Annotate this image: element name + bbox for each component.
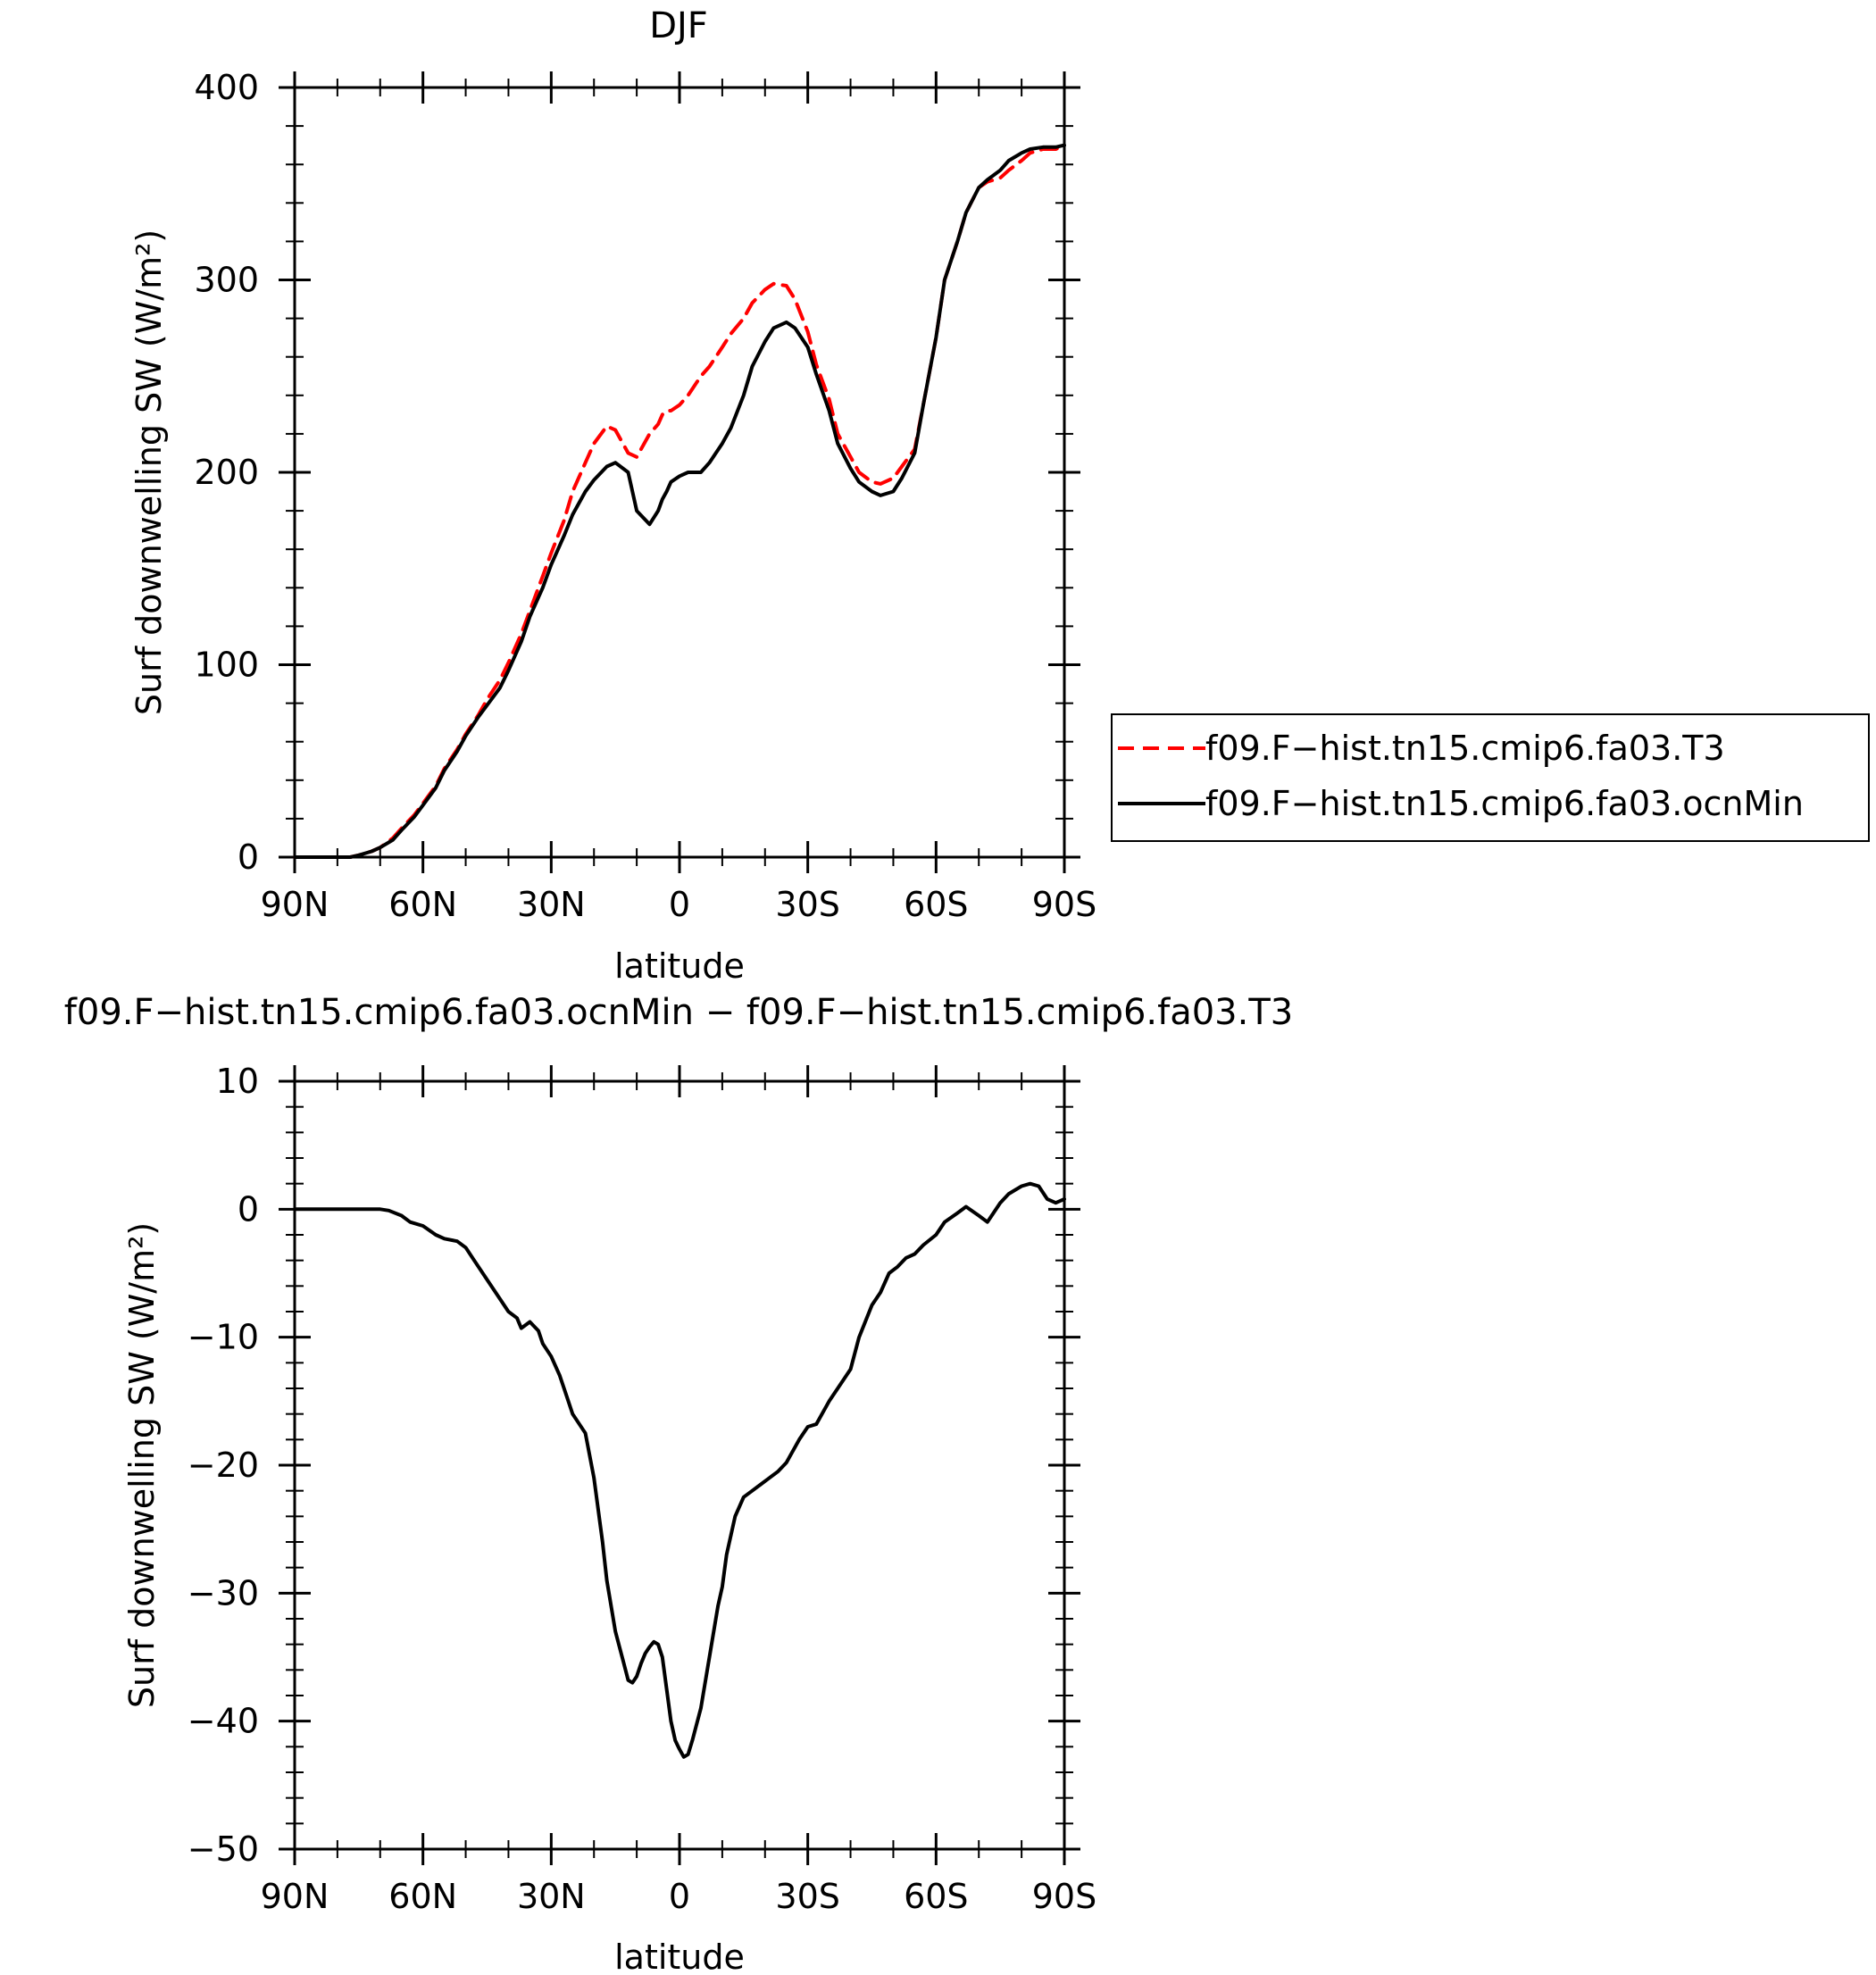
bottom-y-tick-label: 10 — [216, 1062, 259, 1101]
top-x-tick-label: 0 — [669, 885, 690, 924]
bottom-y-tick-label: −10 — [188, 1318, 259, 1357]
top-plot-frame — [293, 86, 1066, 859]
top-x-axis-title: latitude — [614, 946, 745, 986]
bottom-x-tick-label: 90S — [1032, 1877, 1096, 1916]
bottom-y-tick-label: −50 — [188, 1829, 259, 1869]
bottom-x-tick-label: 60S — [904, 1877, 968, 1916]
top-panel: DJF 90N 60N 30N 0 30S 60S 90S 0 100 200 300 400 lat… — [129, 5, 1096, 986]
top-series-line-1 — [293, 143, 1066, 859]
bottom-ticks: 90N 60N 30N 0 30S 60S 90S −50 −40 −30 −20 −10 0 10 — [188, 1062, 1096, 1916]
bottom-series-lines — [293, 1181, 1066, 1759]
top-series-line-0 — [293, 143, 1066, 859]
bottom-y-tick-label: 0 — [238, 1189, 259, 1229]
legend-label-ocnmin: f09.F−hist.tn15.cmip6.fa03.ocnMin — [1205, 784, 1804, 823]
top-ticks: 90N 60N 30N 0 30S 60S 90S 0 100 200 300 400 — [194, 68, 1096, 924]
bottom-y-axis-title: Surf downwelling SW (W/m²) — [122, 1222, 162, 1708]
bottom-y-tick-label: −40 — [188, 1702, 259, 1741]
bottom-x-axis-title: latitude — [614, 1938, 745, 1975]
top-y-tick-label: 300 — [194, 261, 259, 300]
bottom-plot-title: f09.F−hist.tn15.cmip6.fa03.ocnMin − f09.… — [64, 992, 1293, 1033]
top-x-tick-label: 60S — [904, 885, 968, 924]
legend: f09.F−hist.tn15.cmip6.fa03.T3 f09.F−hist… — [1111, 713, 1870, 842]
top-x-tick-label: 90N — [261, 885, 329, 924]
top-x-tick-label: 30S — [775, 885, 839, 924]
bottom-x-tick-label: 60N — [388, 1877, 457, 1916]
top-y-tick-label: 0 — [238, 838, 259, 877]
top-y-tick-label: 200 — [194, 453, 259, 492]
legend-box — [1111, 713, 1870, 842]
bottom-x-tick-label: 30N — [517, 1877, 586, 1916]
top-x-tick-label: 30N — [517, 885, 586, 924]
bottom-x-tick-label: 90N — [261, 1877, 329, 1916]
bottom-x-tick-label: 30S — [775, 1877, 839, 1916]
bottom-plot-frame — [293, 1079, 1066, 1851]
top-series-lines — [293, 143, 1066, 859]
top-x-tick-label: 90S — [1032, 885, 1096, 924]
top-y-axis-title: Surf downwelling SW (W/m²) — [129, 229, 169, 715]
top-x-tick-label: 60N — [388, 885, 457, 924]
legend-label-t3: f09.F−hist.tn15.cmip6.fa03.T3 — [1205, 729, 1725, 768]
bottom-series-line-0 — [293, 1181, 1066, 1759]
bottom-x-tick-label: 0 — [669, 1877, 690, 1916]
top-plot-title: DJF — [649, 5, 708, 46]
top-y-tick-label: 400 — [194, 68, 259, 107]
bottom-y-tick-label: −20 — [188, 1446, 259, 1485]
bottom-panel: f09.F−hist.tn15.cmip6.fa03.ocnMin − f09.… — [64, 992, 1293, 1975]
top-y-tick-label: 100 — [194, 646, 259, 685]
bottom-y-tick-label: −30 — [188, 1573, 259, 1612]
